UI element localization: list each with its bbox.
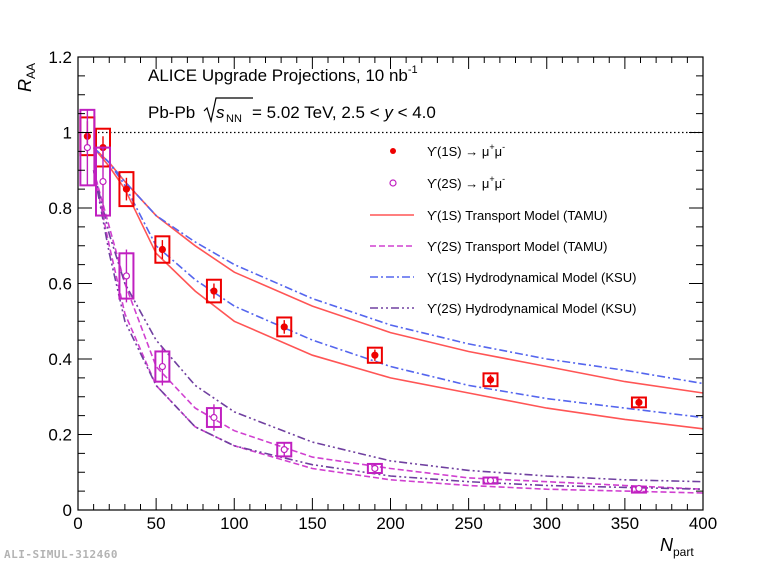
svg-text:s: s: [216, 103, 225, 122]
y-tick-label: 0: [63, 501, 72, 520]
legend-entry-2s-data: ϒ(2S) → μ+μ-: [389, 174, 505, 191]
x-tick-label: 350: [611, 514, 639, 533]
svg-text:= 5.02 TeV, 2.5 < y < 4.0: = 5.02 TeV, 2.5 < y < 4.0: [252, 103, 436, 122]
data-point-1s: [635, 398, 643, 407]
svg-text:ϒ(2S) → μ+μ-: ϒ(2S) → μ+μ-: [427, 174, 505, 191]
model-curve-2-upper: [92, 170, 704, 490]
y-tick-label: 0.8: [48, 199, 72, 218]
figure-id-watermark: ALI-SIMUL-312460: [4, 548, 118, 561]
legend: ϒ(1S) → μ+μ- ϒ(2S) → μ+μ- ϒ(1S) Transpor…: [370, 142, 636, 316]
x-tick-label: 400: [689, 514, 717, 533]
model-curve-2-lower: [92, 170, 704, 494]
sqrt-sign: [203, 97, 253, 124]
data-point-2s: [635, 484, 643, 493]
legend-entry-1s-data: ϒ(1S) → μ+μ-: [390, 142, 505, 159]
axes: 0 50 100 150 200 250 300 350 400 0 0.2 0.4 0.6 0.8 1 1.…: [48, 48, 717, 533]
x-tick-label: 250: [454, 514, 482, 533]
title-line-1: ALICE Upgrade Projections, 10 nb-1: [148, 64, 418, 85]
data-point-2s: [280, 446, 288, 454]
svg-text:ϒ(1S) Transport Model (TAMU): ϒ(1S) Transport Model (TAMU): [427, 208, 608, 223]
legend-entry-1s-tamu: ϒ(1S) Transport Model (TAMU): [370, 208, 608, 223]
y-axis-title: RAA: [15, 63, 38, 92]
data-point-2s: [122, 272, 131, 280]
model-curve-3-upper: [93, 147, 704, 385]
data-point-1s: [158, 245, 166, 254]
x-tick-label: 50: [147, 514, 166, 533]
systematic-box: [118, 171, 135, 208]
legend-marker-filled-circle: [390, 148, 396, 154]
model-curves: [92, 147, 704, 494]
title-line-2: Pb-Pb s NN = 5.02 TeV, 2.5 < y < 4.0: [148, 97, 436, 125]
data-point-1s: [486, 376, 495, 384]
y-tick-label: 0.2: [48, 426, 72, 445]
model-curve-3-lower: [93, 147, 704, 419]
systematic-box: [630, 396, 647, 409]
x-tick-label: 200: [376, 514, 404, 533]
y-tick-label: 1: [63, 124, 72, 143]
data-point-2s: [210, 413, 218, 422]
data-point-2s: [486, 476, 495, 485]
data-point-2s: [371, 464, 379, 473]
legend-entry-2s-tamu: ϒ(2S) Transport Model (TAMU): [370, 239, 608, 254]
data-point-2s: [83, 144, 91, 152]
data-point-1s: [371, 351, 379, 359]
svg-text:Pb-Pb: Pb-Pb: [148, 103, 195, 122]
legend-entry-1s-ksu: ϒ(1S) Hydrodynamical Model (KSU): [370, 270, 636, 285]
x-tick-label: 100: [220, 514, 248, 533]
legend-marker-open-circle: [389, 179, 397, 187]
y-tick-label: 1.2: [48, 48, 72, 67]
x-tick-label: 0: [73, 514, 82, 533]
model-curve-4-lower: [92, 170, 704, 490]
data-point-1s: [210, 287, 218, 295]
svg-text:ϒ(2S) Transport Model (TAMU): ϒ(2S) Transport Model (TAMU): [427, 239, 608, 254]
systematic-box: [205, 278, 222, 304]
data-points: [79, 108, 647, 494]
model-curve-1-lower: [92, 147, 704, 430]
model-curve-4-upper: [92, 170, 704, 483]
y-tick-label: 0.6: [48, 275, 72, 294]
x-tick-label: 150: [298, 514, 326, 533]
svg-text:ϒ(2S) Hydrodynamical Model (KS: ϒ(2S) Hydrodynamical Model (KSU): [427, 301, 636, 316]
svg-text:ϒ(1S) Hydrodynamical Model (KS: ϒ(1S) Hydrodynamical Model (KSU): [427, 270, 636, 285]
data-point-2s: [158, 362, 166, 371]
y-tick-label: 0.4: [48, 350, 72, 369]
systematic-box: [154, 235, 171, 264]
systematic-box: [276, 316, 293, 338]
x-axis-title: Npart: [660, 535, 694, 559]
legend-entry-2s-ksu: ϒ(2S) Hydrodynamical Model (KSU): [370, 301, 636, 316]
data-point-1s: [280, 323, 288, 331]
data-point-1s: [122, 185, 131, 193]
data-point-2s: [99, 177, 107, 186]
x-tick-label: 300: [533, 514, 561, 533]
model-curve-1-upper: [93, 147, 704, 394]
systematic-box: [482, 372, 499, 388]
svg-text:ϒ(1S) → μ+μ-: ϒ(1S) → μ+μ-: [427, 142, 505, 159]
systematic-box: [366, 346, 383, 364]
svg-text:NN: NN: [226, 113, 242, 125]
